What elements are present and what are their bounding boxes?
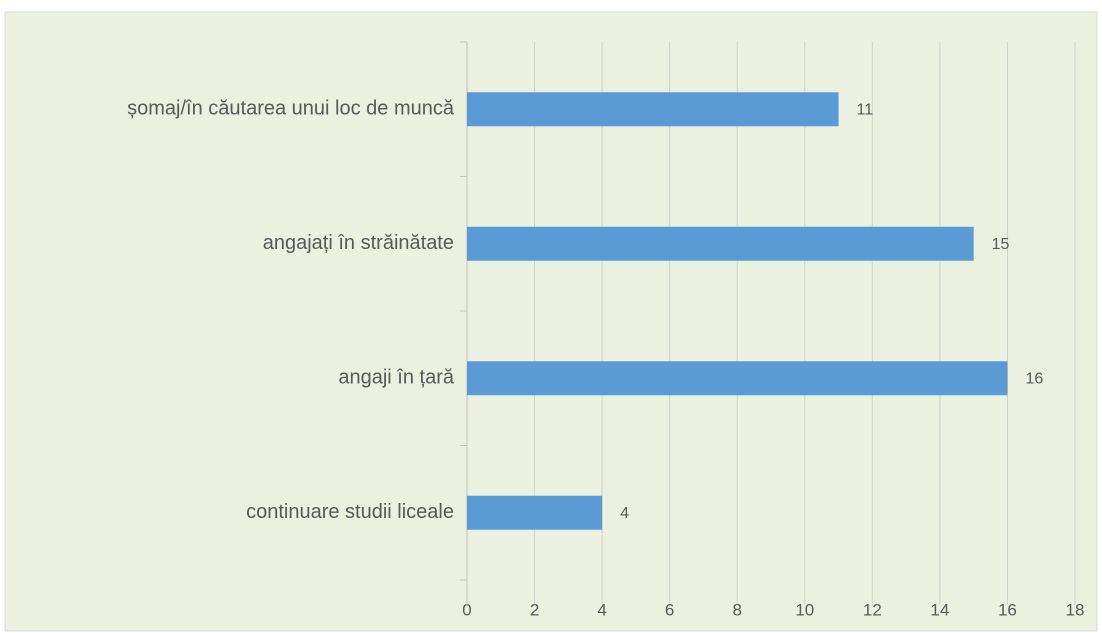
bar	[467, 361, 1008, 396]
value-label: 15	[992, 236, 1010, 253]
y-tick-label: angaji în țară	[338, 367, 455, 389]
bar	[467, 226, 974, 261]
y-tick-label: angajați în străinătate	[263, 232, 454, 254]
x-tick-label: 12	[863, 600, 882, 619]
x-tick-label: 16	[998, 600, 1017, 619]
x-tick-label: 8	[732, 600, 741, 619]
y-tick-label: continuare studii liceale	[246, 501, 454, 523]
bar	[467, 92, 839, 127]
x-tick-label: 2	[530, 600, 539, 619]
value-label: 4	[620, 505, 629, 522]
x-tick-label: 18	[1066, 600, 1085, 619]
x-tick-label: 6	[665, 600, 674, 619]
x-tick-label: 0	[462, 600, 471, 619]
x-tick-label: 10	[795, 600, 814, 619]
x-tick-label: 4	[597, 600, 606, 619]
y-tick-label: șomaj/în căutarea unui loc de muncă	[127, 98, 455, 120]
value-label: 16	[1025, 370, 1043, 387]
x-tick-label: 14	[930, 600, 949, 619]
bar	[467, 495, 603, 530]
value-label: 11	[857, 101, 874, 118]
